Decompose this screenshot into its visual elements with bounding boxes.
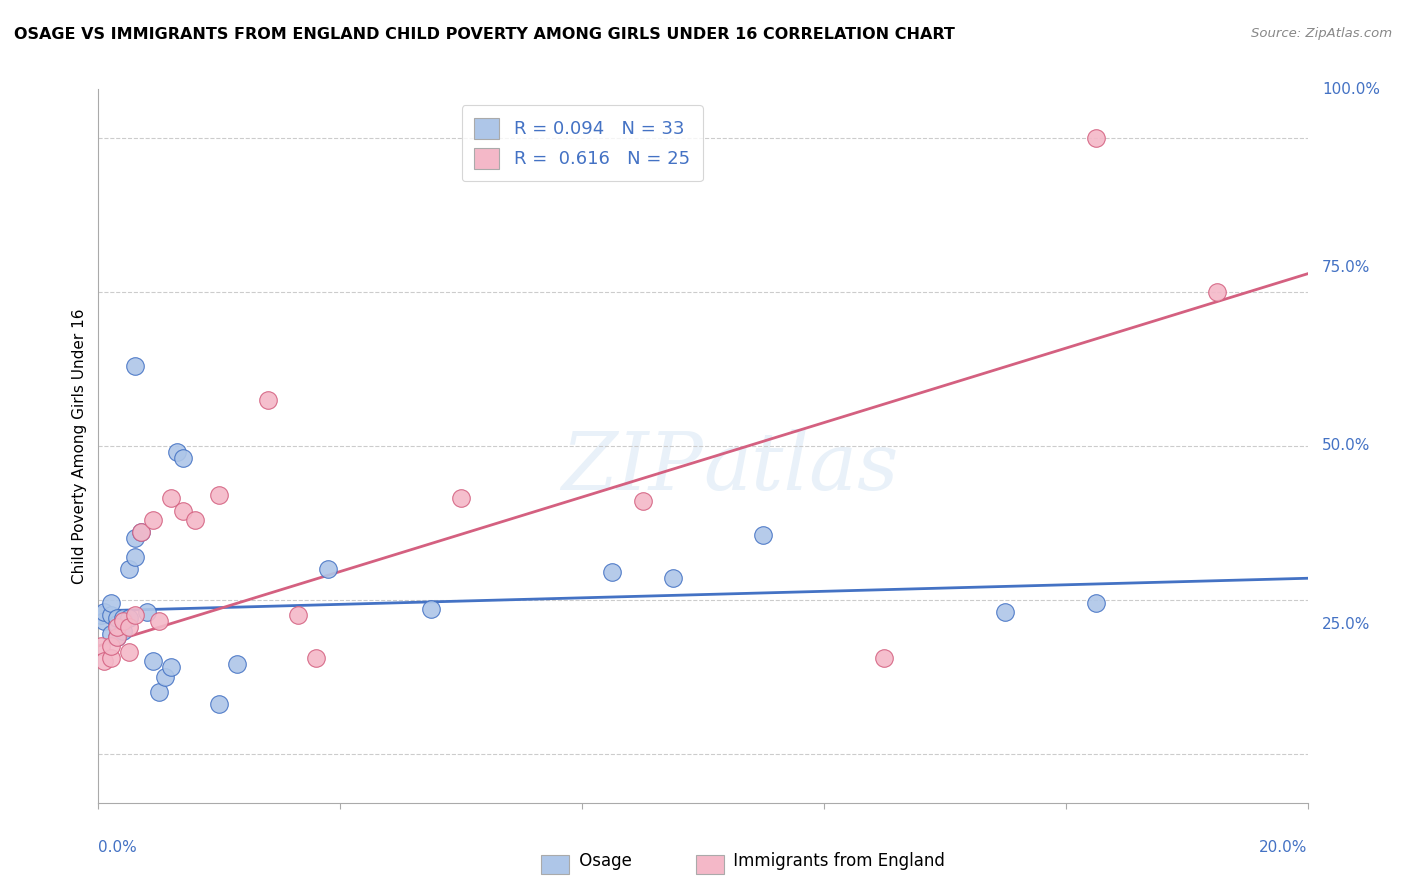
Point (419, 602, 441, 616)
Point (100, 651, 122, 665)
Text: 100.0%: 100.0% (1322, 82, 1381, 96)
Y-axis label: Child Poverty Among Girls Under 16: Child Poverty Among Girls Under 16 (72, 309, 87, 583)
Point (172, 451, 194, 466)
Point (135, 605, 157, 619)
Text: Osage: Osage (574, 852, 631, 870)
Point (256, 392, 278, 407)
Point (160, 491, 183, 506)
Point (160, 660, 183, 674)
Point (142, 513, 165, 527)
Point (124, 531, 146, 545)
Text: 75.0%: 75.0% (1322, 260, 1371, 275)
Point (105, 617, 128, 632)
Text: atlas: atlas (703, 429, 898, 506)
Legend: R = 0.094   N = 33, R =  0.616   N = 25: R = 0.094 N = 33, R = 0.616 N = 25 (461, 105, 703, 181)
Point (661, 571, 683, 585)
Text: Immigrants from England: Immigrants from England (728, 852, 945, 870)
Point (124, 608, 146, 623)
Point (316, 562, 339, 576)
Point (1085, 131, 1108, 145)
Point (166, 445, 188, 459)
Point (111, 624, 134, 638)
Point (124, 549, 146, 564)
Point (100, 608, 122, 623)
Point (100, 626, 122, 640)
Point (111, 615, 134, 629)
Point (93, 654, 115, 668)
Point (90, 639, 112, 653)
Point (148, 685, 170, 699)
Point (172, 503, 194, 517)
Point (184, 513, 207, 527)
Point (100, 596, 122, 610)
Point (148, 615, 170, 629)
Text: Source: ZipAtlas.com: Source: ZipAtlas.com (1251, 27, 1392, 40)
Point (118, 611, 141, 625)
Point (873, 651, 896, 665)
Point (118, 562, 141, 576)
Text: 0.0%: 0.0% (98, 839, 138, 855)
Point (142, 654, 165, 668)
Point (111, 611, 134, 625)
Point (93, 605, 115, 619)
Point (153, 670, 176, 684)
Point (208, 698, 231, 712)
Text: 25.0%: 25.0% (1322, 617, 1371, 632)
Text: OSAGE VS IMMIGRANTS FROM ENGLAND CHILD POVERTY AMONG GIRLS UNDER 16 CORRELATION : OSAGE VS IMMIGRANTS FROM ENGLAND CHILD P… (14, 27, 955, 42)
Point (1206, 285, 1229, 300)
Point (90, 608, 112, 623)
Point (450, 491, 472, 506)
Text: ZIP: ZIP (561, 429, 703, 506)
Point (631, 494, 654, 508)
Point (124, 359, 146, 373)
Text: 50.0%: 50.0% (1322, 439, 1371, 453)
Point (105, 630, 128, 644)
Point (752, 528, 775, 542)
Text: 20.0%: 20.0% (1260, 839, 1308, 855)
Point (305, 651, 328, 665)
Point (118, 645, 141, 659)
Point (287, 608, 309, 623)
Point (994, 605, 1017, 619)
Point (208, 488, 231, 502)
Point (118, 620, 141, 634)
Point (1085, 596, 1108, 610)
Point (105, 630, 128, 644)
Point (129, 525, 152, 540)
Point (105, 611, 128, 625)
Point (105, 620, 128, 634)
Point (129, 525, 152, 540)
Point (100, 639, 122, 653)
Point (602, 565, 624, 579)
Point (226, 657, 249, 672)
Point (93, 615, 115, 629)
